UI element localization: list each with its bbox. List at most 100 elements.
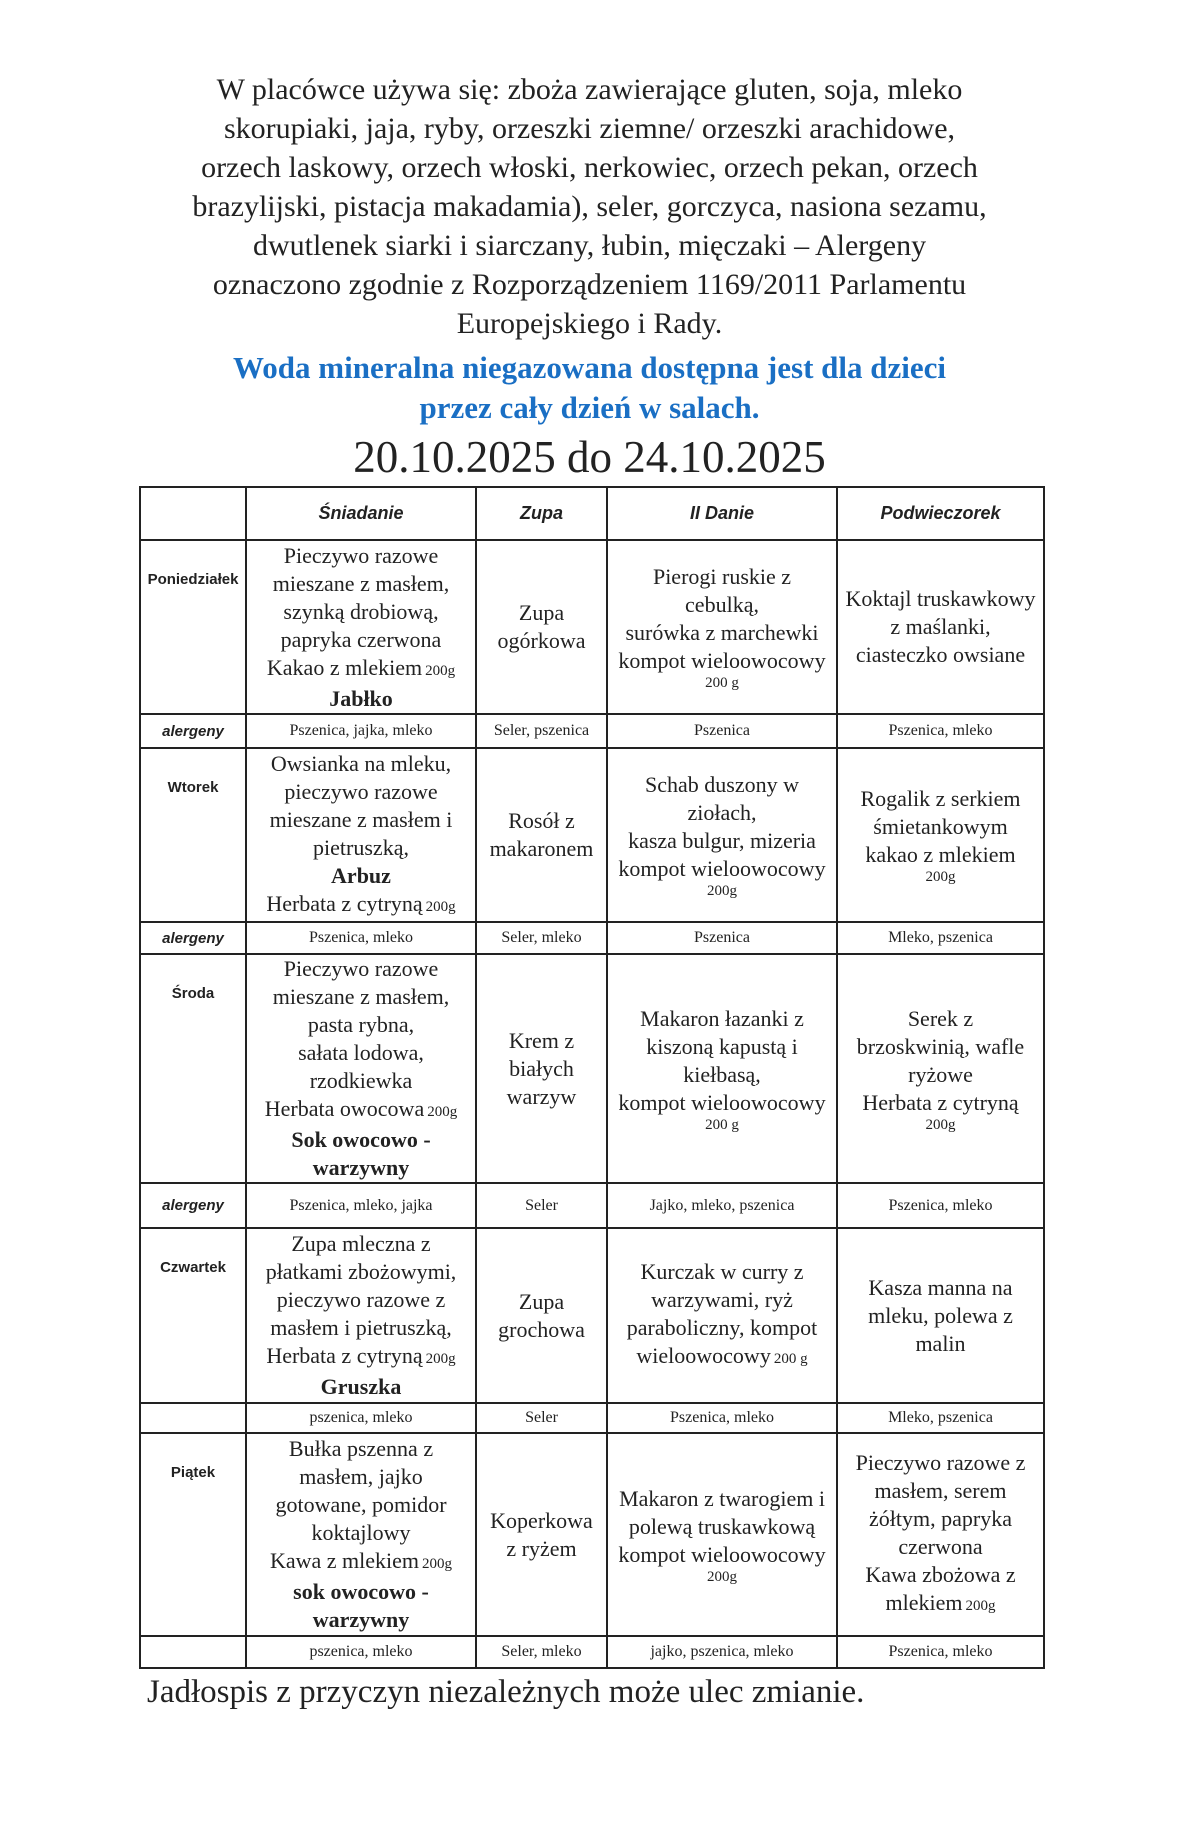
allergen-label bbox=[139, 1635, 247, 1669]
date-range: 20.10.2025 do 24.10.2025 bbox=[353, 432, 826, 482]
allergen-cell: Mleko, pszenica bbox=[836, 1402, 1045, 1434]
column-header: II Danie bbox=[606, 486, 838, 541]
meal-cell: Rogalik z serkiem śmietankowym kakao z mle… bbox=[836, 747, 1045, 923]
intro-line: oznaczono zgodnie z Rozporządzeniem 1169… bbox=[212, 268, 967, 301]
allergen-cell: Pszenica, mleko bbox=[245, 921, 477, 955]
allergen-row: pszenica, mleko Seler Pszenica, mleko Mleko… bbox=[139, 1402, 1045, 1434]
footer-note: Jadłospis z przyczyn niezależnych może u… bbox=[147, 1674, 865, 1710]
allergen-cell: Mleko, pszenica bbox=[836, 921, 1045, 955]
meal-line: warzywny bbox=[247, 1154, 475, 1182]
allergen-cell: Seler bbox=[475, 1402, 608, 1434]
day-label: Czwartek bbox=[139, 1227, 247, 1404]
allergen-row: alergeny Pszenica, mleko Seler, mleko Pszen… bbox=[139, 921, 1045, 955]
allergen-cell: Pszenica, mleko, jajka bbox=[245, 1182, 477, 1229]
meal-cell: Rosół z makaronem bbox=[475, 747, 608, 923]
header-row: Śniadanie Zupa II Danie Podwieczorek bbox=[139, 486, 1045, 541]
meal-line: grochowa bbox=[498, 1316, 585, 1342]
meal-row: Poniedziałek Pieczywo razowe mieszane z ma… bbox=[139, 539, 1045, 715]
meal-line: z ryżem bbox=[506, 1535, 577, 1561]
allergen-row: pszenica, mleko Seler, mleko jajko, pszeni… bbox=[139, 1635, 1045, 1669]
meal-line: Koktajl truskawkowy bbox=[845, 586, 1036, 611]
meal-line: Makaron łazanki z bbox=[640, 1005, 804, 1031]
meal-bold: warzywny bbox=[312, 1155, 410, 1180]
allergen-cell: pszenica, mleko bbox=[245, 1635, 477, 1669]
portion: 200g bbox=[427, 1104, 458, 1120]
column-header: Zupa bbox=[475, 486, 608, 541]
meal-line: kompot wieloowocowy bbox=[618, 856, 826, 881]
column-header: Podwieczorek bbox=[836, 486, 1045, 541]
meal-cell: Koperkowa z ryżem bbox=[475, 1432, 608, 1637]
meal-line: sok owocowo - bbox=[247, 1578, 475, 1606]
allergen-intro: W placówce używa się: zboża zawierające … bbox=[0, 70, 1179, 343]
meal-line: białych bbox=[509, 1055, 574, 1081]
meal-cell: Schab duszony w ziołach, kasza bulgur, miz… bbox=[606, 747, 838, 923]
meal-line: makaronem bbox=[489, 836, 594, 861]
meal-text: Herbata owocowa bbox=[264, 1096, 425, 1121]
meal-line: kiszoną kapustą i bbox=[646, 1033, 798, 1059]
meal-text: wieloowocowy bbox=[636, 1343, 771, 1368]
allergen-label bbox=[139, 1402, 247, 1434]
meal-line: Pieczywo razowe bbox=[283, 542, 439, 568]
portion: 200g bbox=[965, 1598, 996, 1614]
portion: 200g bbox=[425, 1351, 456, 1367]
meal-line: Gruszka bbox=[247, 1373, 475, 1401]
water-line: Woda mineralna niegazowana dostępna jest… bbox=[232, 350, 946, 385]
meal-line: Makaron z twarogiem i bbox=[619, 1485, 825, 1511]
meal-cell: Pieczywo razowe mieszane z masłem, szynką … bbox=[245, 539, 477, 715]
portion: 200g bbox=[925, 1116, 956, 1133]
meal-line: Sok owocowo - bbox=[247, 1126, 475, 1154]
meal-bold: Gruszka bbox=[320, 1374, 402, 1399]
intro-line: dwutlenek siarki i siarczany, łubin, mię… bbox=[252, 229, 927, 262]
meal-cell: Pieczywo razowe mieszane z masłem, pasta r… bbox=[245, 953, 477, 1184]
meal-cell: Makaron z twarogiem i polewą truskawkową k… bbox=[606, 1432, 838, 1637]
meal-line: surówka z marchewki bbox=[625, 620, 819, 645]
meal-line: mleku, polewa z bbox=[868, 1302, 1013, 1328]
meal-line: Pieczywo razowe bbox=[283, 956, 439, 981]
allergen-cell: Pszenica, mleko bbox=[836, 1635, 1045, 1669]
meal-line: Kawa zbożowa z bbox=[865, 1562, 1016, 1587]
meal-cell: Zupa ogórkowa bbox=[475, 539, 608, 715]
meal-line: Kasza manna na bbox=[868, 1274, 1013, 1300]
meal-row: Czwartek Zupa mleczna z płatkami zbożowymi… bbox=[139, 1227, 1045, 1404]
meal-cell: Kurczak w curry z warzywami, ryż parabolic… bbox=[606, 1227, 838, 1404]
meal-line: Herbata z cytryną bbox=[862, 1089, 1019, 1115]
meal-cell: Makaron łazanki z kiszoną kapustą i kiełba… bbox=[606, 953, 838, 1184]
allergen-cell: Pszenica, mleko bbox=[836, 1182, 1045, 1229]
allergen-cell: Pszenica, jajka, mleko bbox=[245, 713, 477, 749]
day-label: Poniedziałek bbox=[139, 539, 247, 715]
meal-line: mlekiem 200g bbox=[838, 1589, 1043, 1620]
intro-line: skorupiaki, jaja, ryby, orzeszki ziemne/… bbox=[223, 112, 956, 145]
meal-line: masłem, jajko bbox=[299, 1464, 423, 1489]
day-label: Wtorek bbox=[139, 747, 247, 923]
meal-line: płatkami zbożowymi, bbox=[265, 1259, 457, 1284]
meal-cell: Owsianka na mleku, pieczywo razowe mieszan… bbox=[245, 747, 477, 923]
meal-line: kompot wieloowocowy bbox=[618, 1541, 826, 1567]
meal-line: z maślanki, bbox=[890, 614, 991, 639]
meal-cell: Pierogi ruskie z cebulką, surówka z marche… bbox=[606, 539, 838, 715]
meal-line: warzywami, ryż bbox=[651, 1287, 793, 1312]
meal-cell: Zupa grochowa bbox=[475, 1227, 608, 1404]
meal-line: brzoskwinią, wafle bbox=[856, 1033, 1025, 1059]
meal-line: mieszane z masłem, bbox=[272, 984, 450, 1009]
meal-line: kompot wieloowocowy bbox=[618, 1089, 826, 1115]
meal-bold: Jabłko bbox=[329, 685, 393, 711]
meal-line: Koperkowa bbox=[490, 1507, 593, 1533]
meal-line: Zupa mleczna z bbox=[291, 1231, 431, 1256]
meal-line: warzyw bbox=[506, 1083, 577, 1109]
meal-line: ciasteczko owsiane bbox=[855, 642, 1026, 667]
meal-line: śmietankowym bbox=[873, 814, 1008, 839]
meal-line: kompot wieloowocowy bbox=[618, 648, 826, 673]
meal-line: pieczywo razowe bbox=[284, 778, 438, 804]
allergen-row: alergeny Pszenica, mleko, jajka Seler Jajko… bbox=[139, 1182, 1045, 1229]
meal-cell: Kasza manna na mleku, polewa z malin bbox=[836, 1227, 1045, 1404]
meal-cell: Koktajl truskawkowy z maślanki, ciasteczko… bbox=[836, 539, 1045, 715]
allergen-label: alergeny bbox=[139, 921, 247, 955]
meal-line: żółtym, papryka bbox=[869, 1506, 1012, 1531]
meal-line: Serek z bbox=[907, 1005, 974, 1031]
meal-line: Krem z bbox=[508, 1027, 575, 1053]
allergen-row: alergeny Pszenica, jajka, mleko Seler, psz… bbox=[139, 713, 1045, 749]
portion: 200g bbox=[425, 662, 456, 679]
meal-line: malin bbox=[915, 1330, 966, 1356]
portion: 200 g bbox=[705, 675, 739, 691]
